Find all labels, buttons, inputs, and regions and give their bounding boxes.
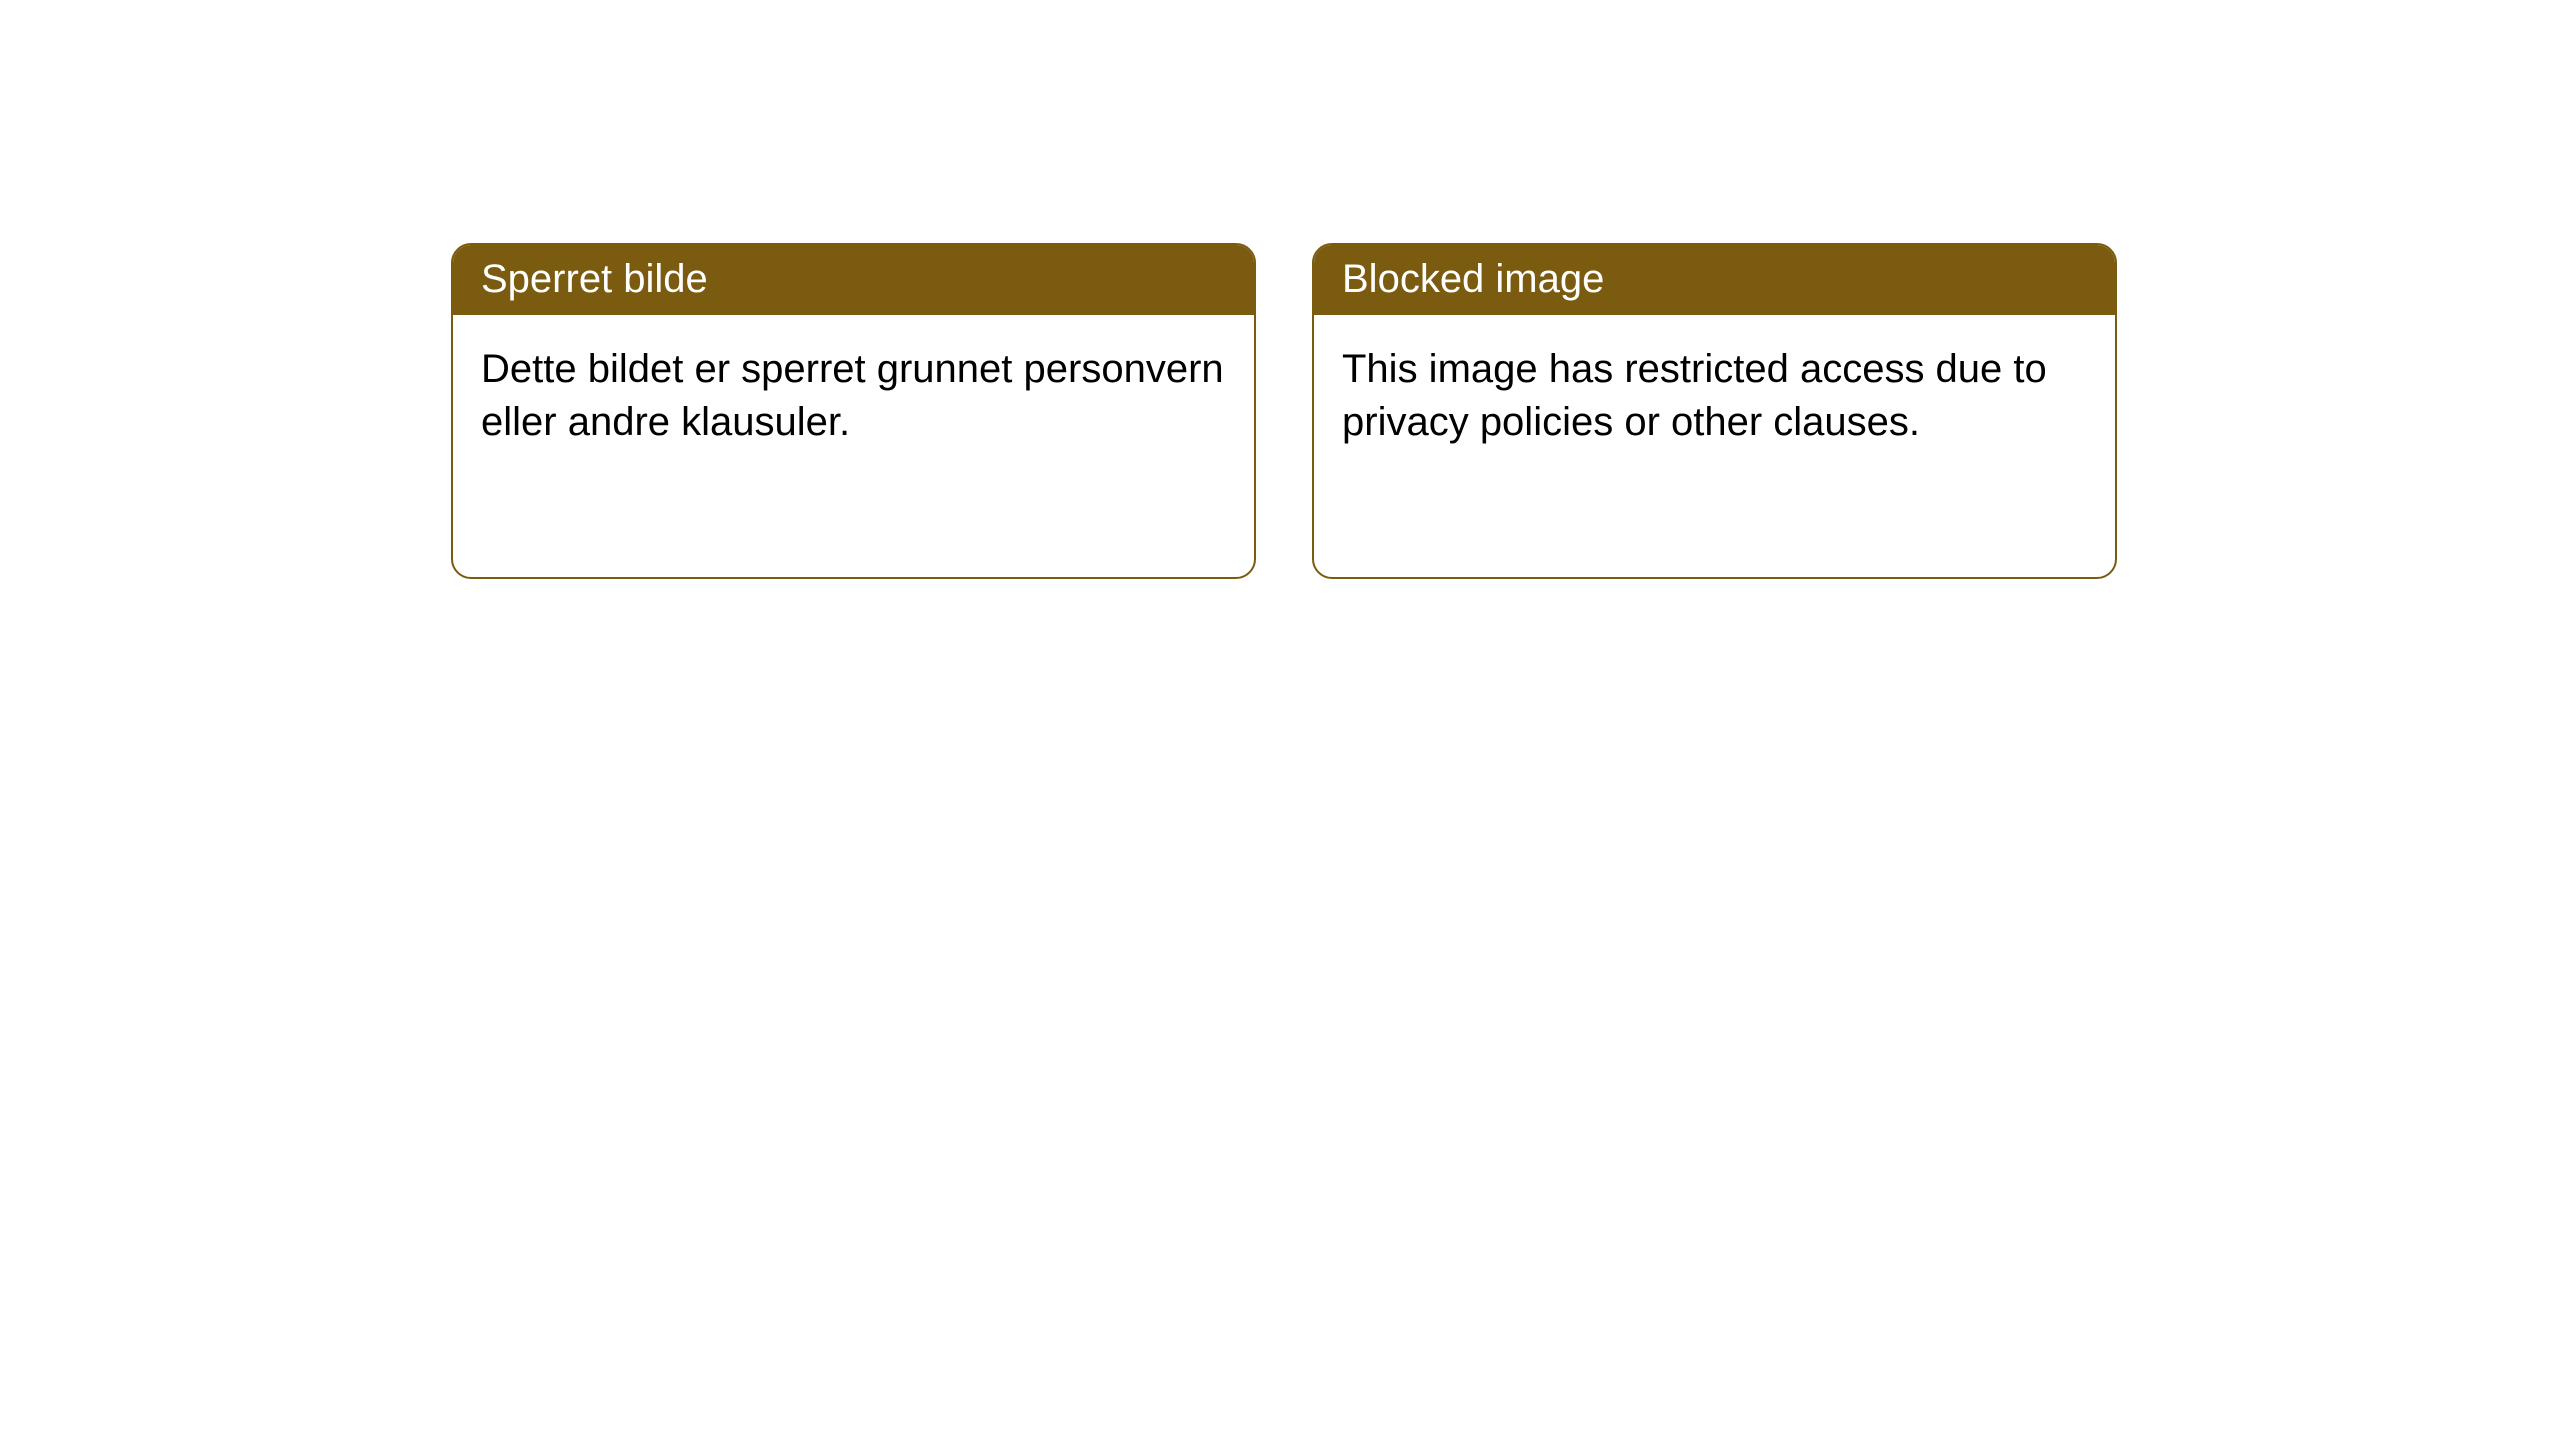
notice-title-norwegian: Sperret bilde (481, 257, 708, 301)
notice-text-norwegian: Dette bildet er sperret grunnet personve… (481, 347, 1224, 444)
notice-header-english: Blocked image (1314, 245, 2115, 315)
notice-title-english: Blocked image (1342, 257, 1604, 301)
notice-body-english: This image has restricted access due to … (1314, 315, 2115, 477)
notice-card-norwegian: Sperret bilde Dette bildet er sperret gr… (451, 243, 1256, 579)
notice-card-english: Blocked image This image has restricted … (1312, 243, 2117, 579)
notice-header-norwegian: Sperret bilde (453, 245, 1254, 315)
notice-body-norwegian: Dette bildet er sperret grunnet personve… (453, 315, 1254, 477)
notice-container: Sperret bilde Dette bildet er sperret gr… (0, 0, 2560, 579)
notice-text-english: This image has restricted access due to … (1342, 347, 2047, 444)
